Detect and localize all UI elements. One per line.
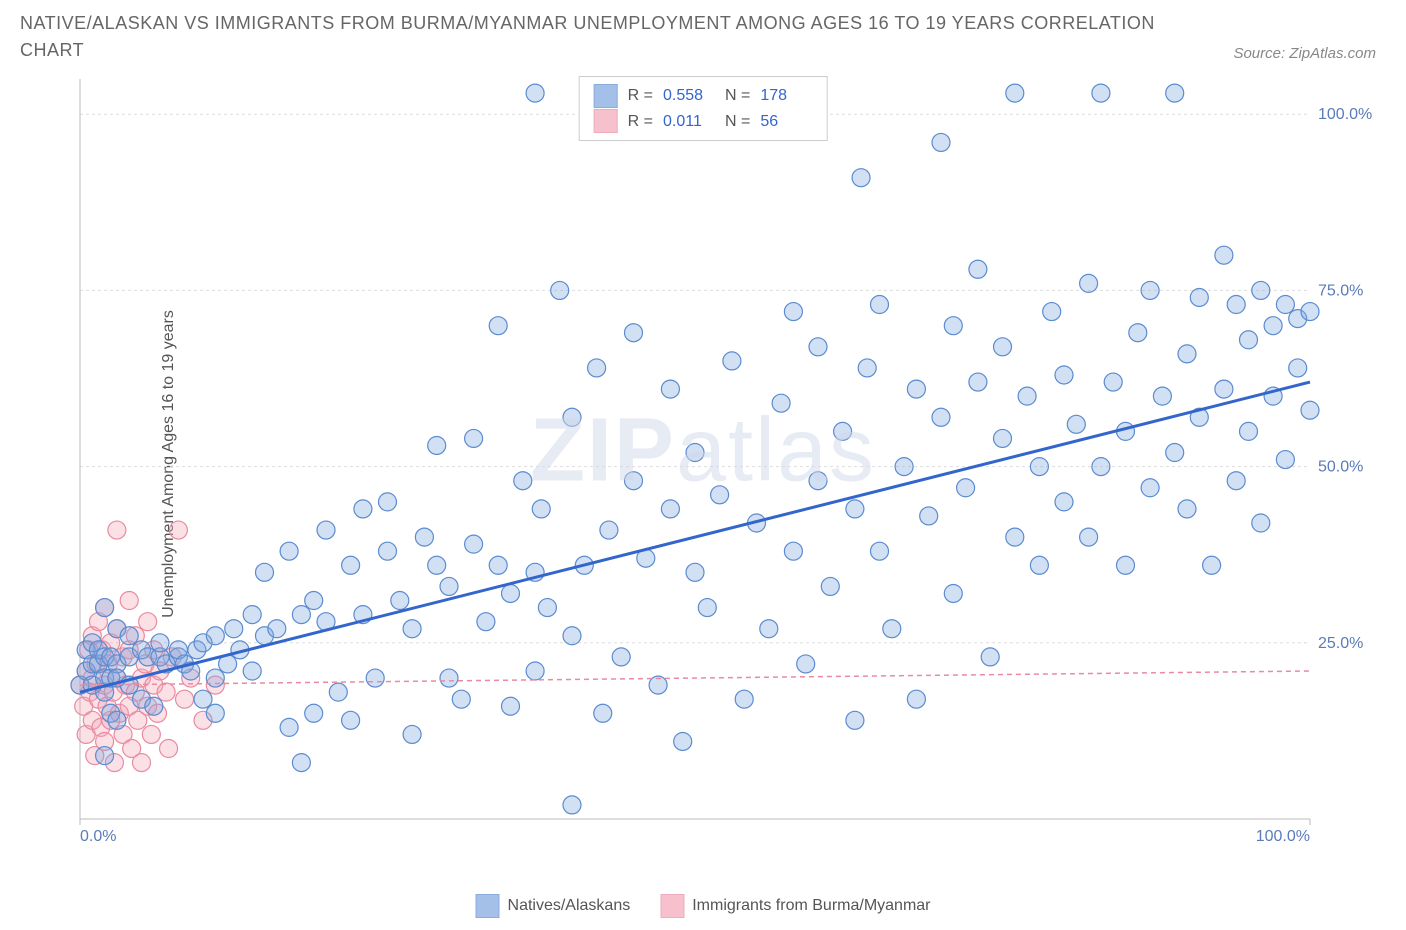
series-legend: Natives/Alaskans Immigrants from Burma/M…: [476, 894, 931, 918]
legend-item-pink: Immigrants from Burma/Myanmar: [660, 894, 930, 918]
swatch-blue: [594, 84, 618, 108]
svg-text:0.0%: 0.0%: [80, 828, 116, 845]
header: NATIVE/ALASKAN VS IMMIGRANTS FROM BURMA/…: [0, 0, 1406, 64]
correlation-stats-legend: R = 0.558 N = 178 R = 0.011 N = 56: [579, 76, 828, 141]
legend-item-blue: Natives/Alaskans: [476, 894, 631, 918]
svg-text:100.0%: 100.0%: [1318, 106, 1372, 123]
svg-text:50.0%: 50.0%: [1318, 459, 1363, 476]
svg-text:25.0%: 25.0%: [1318, 635, 1363, 652]
svg-text:75.0%: 75.0%: [1318, 282, 1363, 299]
swatch-blue: [476, 894, 500, 918]
scatter-plot: 25.0% 50.0% 75.0% 100.0% 0.0% 100.0%: [70, 74, 1380, 864]
stats-row-blue: R = 0.558 N = 178: [594, 83, 813, 109]
stats-row-pink: R = 0.011 N = 56: [594, 109, 813, 135]
source-attribution: Source: ZipAtlas.com: [1233, 45, 1376, 62]
chart-area: Unemployment Among Ages 16 to 19 years 2…: [0, 64, 1406, 924]
swatch-pink: [660, 894, 684, 918]
swatch-pink: [594, 109, 618, 133]
chart-title: NATIVE/ALASKAN VS IMMIGRANTS FROM BURMA/…: [20, 10, 1160, 64]
svg-text:100.0%: 100.0%: [1256, 828, 1310, 845]
